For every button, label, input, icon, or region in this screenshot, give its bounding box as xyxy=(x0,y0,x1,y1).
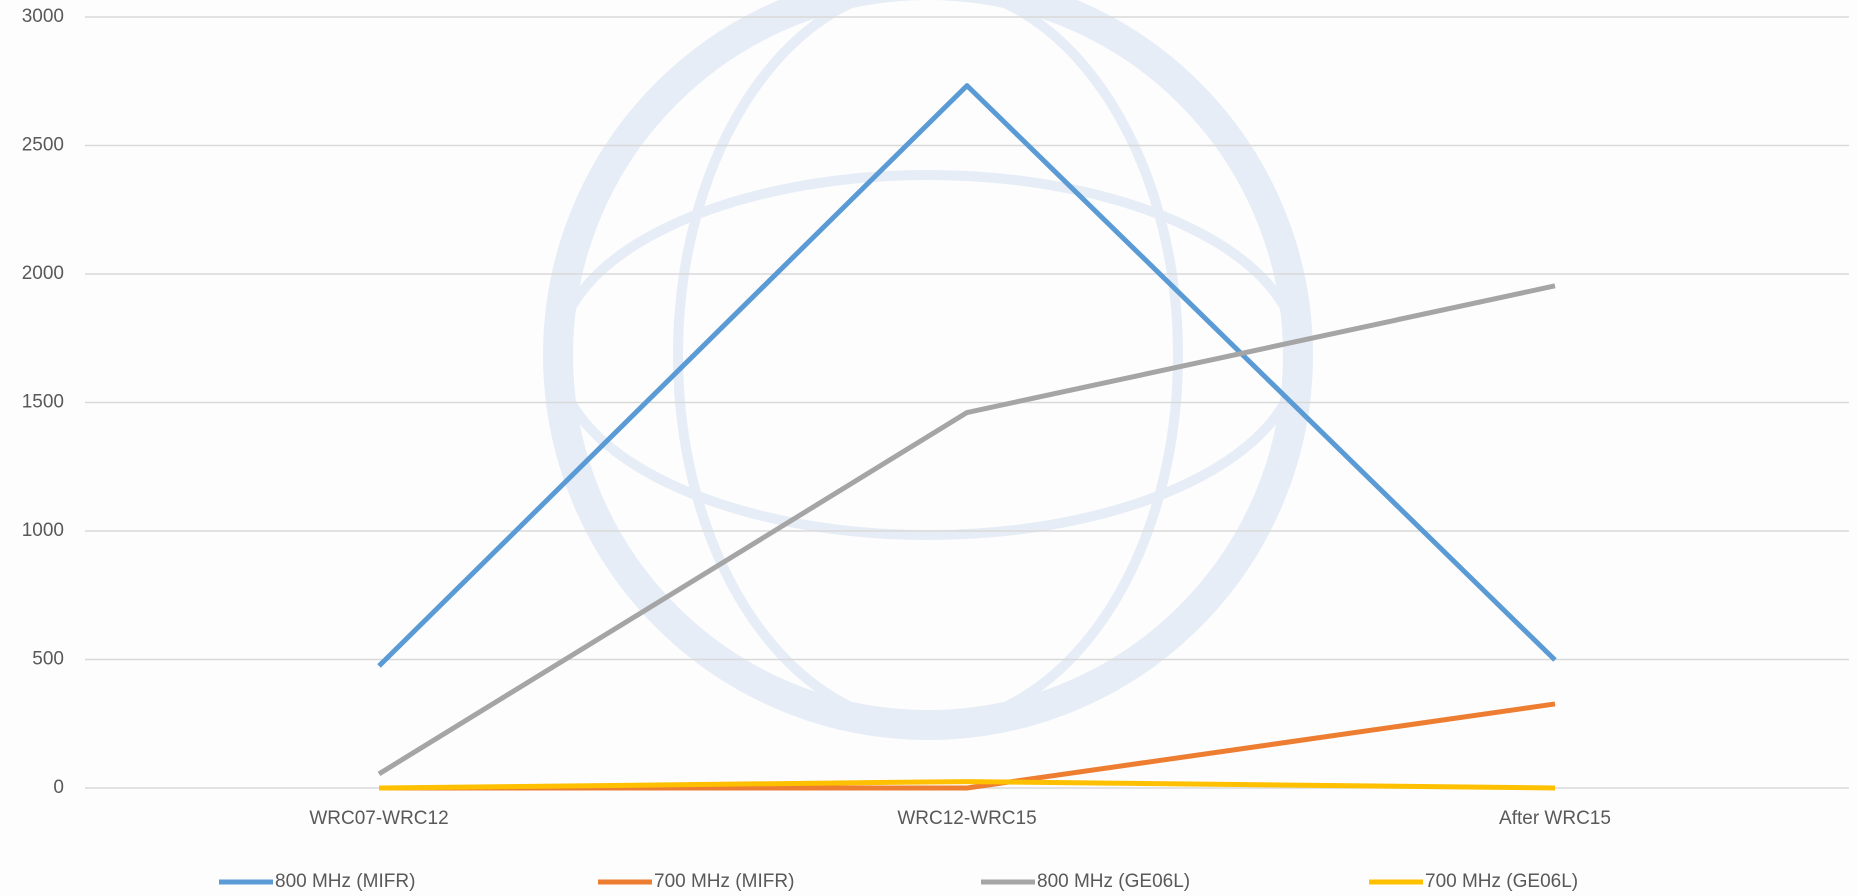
x-tick-label: WRC07-WRC12 xyxy=(309,808,448,829)
y-tick-label: 3000 xyxy=(22,6,64,27)
y-tick-label: 2000 xyxy=(22,263,64,284)
legend-label: 800 MHz (GE06L) xyxy=(1037,871,1190,892)
series-line xyxy=(377,283,1556,776)
watermark xyxy=(543,0,1313,740)
legend-label: 700 MHz (MIFR) xyxy=(654,871,794,892)
y-tick-label: 0 xyxy=(53,777,64,798)
legend-label: 700 MHz (GE06L) xyxy=(1425,871,1578,892)
series-line xyxy=(377,83,1557,668)
y-tick-label: 1000 xyxy=(22,520,64,541)
y-tick-label: 2500 xyxy=(22,135,64,156)
x-tick-label: After WRC15 xyxy=(1499,808,1611,829)
x-tick-label: WRC12-WRC15 xyxy=(897,808,1036,829)
legend-label: 800 MHz (MIFR) xyxy=(275,871,415,892)
y-tick-label: 500 xyxy=(32,649,64,670)
y-tick-label: 1500 xyxy=(22,392,64,413)
series-line xyxy=(378,779,1556,791)
